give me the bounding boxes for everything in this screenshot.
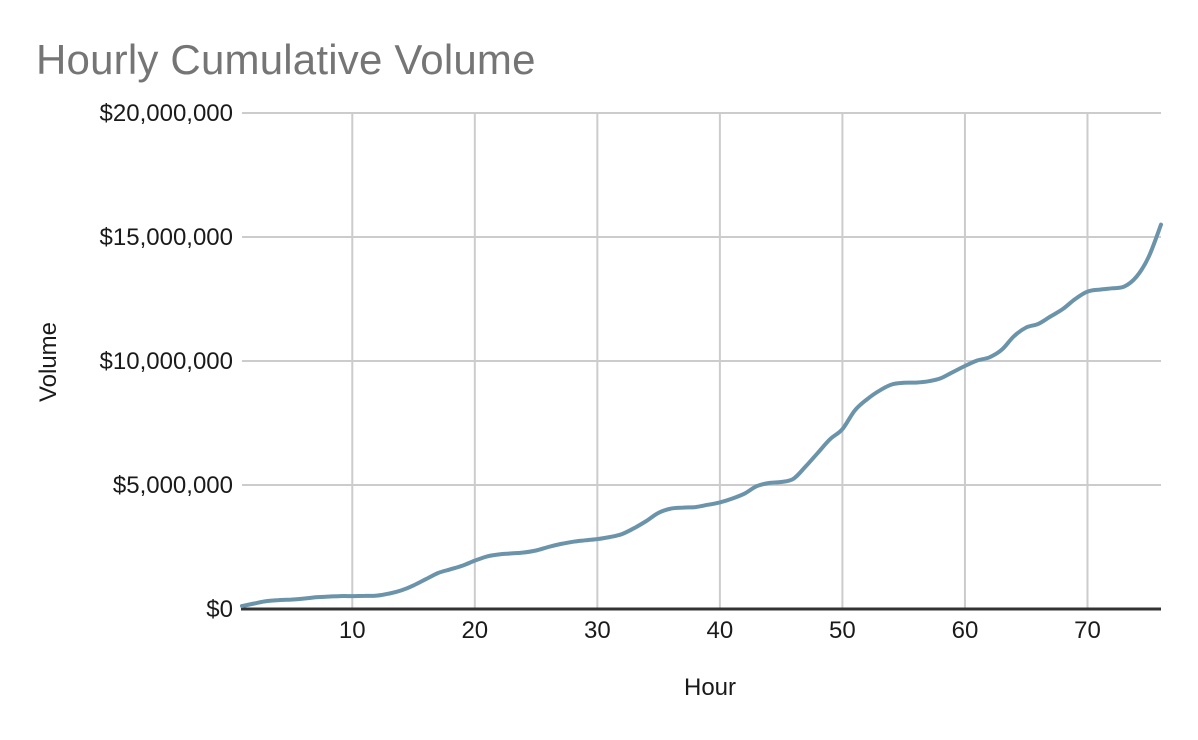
y-tick-label: $15,000,000	[100, 224, 233, 251]
series-line-volume	[240, 222, 1163, 608]
chart-title: Hourly Cumulative Volume	[36, 36, 536, 83]
x-tick-label: 30	[584, 617, 611, 644]
x-tick-label: 60	[952, 617, 979, 644]
x-tick-label: 20	[461, 617, 488, 644]
x-tick-label: 40	[707, 617, 734, 644]
x-tick-label: 50	[829, 617, 856, 644]
x-tick-label: 70	[1074, 617, 1101, 644]
y-tick-label: $0	[206, 596, 233, 623]
x-axis-title: Hour	[683, 674, 737, 701]
y-tick-label: $5,000,000	[113, 472, 233, 499]
x-tick-label: 10	[339, 617, 366, 644]
y-tick-label: $20,000,000	[100, 100, 233, 127]
y-tick-label: $10,000,000	[100, 348, 233, 375]
